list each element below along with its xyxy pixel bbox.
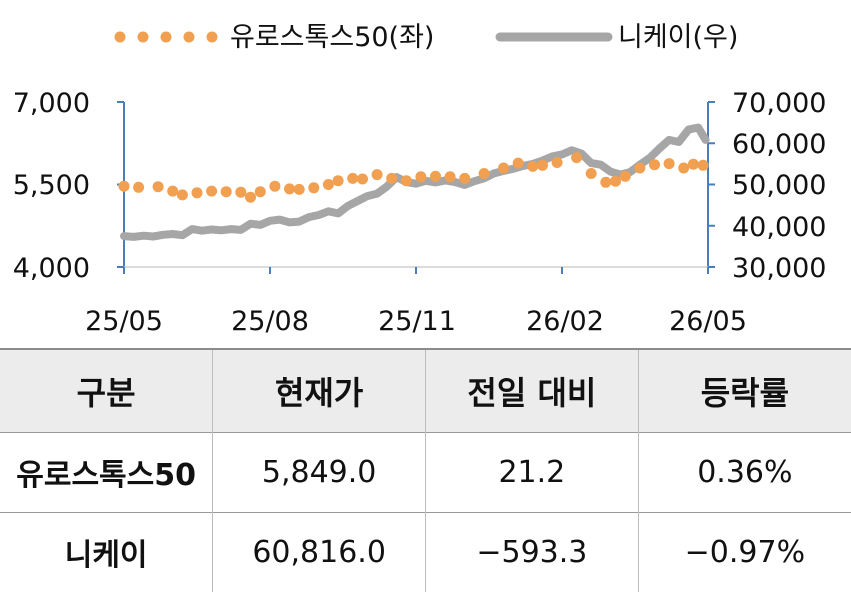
table-row: 유로스톡스50 5,849.0 21.2 0.36% [0, 432, 851, 512]
data-point-eurostoxx [206, 185, 218, 197]
data-point-eurostoxx [678, 162, 690, 174]
data-point-eurostoxx [176, 189, 188, 201]
data-point-eurostoxx [167, 185, 179, 197]
data-point-eurostoxx [415, 171, 427, 183]
row-name: 니케이 [64, 538, 148, 574]
legend-dot [137, 31, 149, 43]
col-header-price: 현재가 [212, 349, 426, 432]
y-left-tick-label: 7,000 [13, 88, 90, 119]
data-point-eurostoxx [254, 186, 266, 198]
plot-area [118, 123, 710, 241]
x-tick-label: 25/05 [85, 306, 163, 337]
row-price: 60,816.0 [212, 512, 426, 592]
legend-dot [206, 31, 218, 43]
col-header-rate: 등락률 [637, 349, 851, 432]
y-right-tick-label: 50,000 [732, 170, 826, 201]
data-point-eurostoxx [687, 158, 699, 170]
x-tick-label: 26/05 [669, 306, 747, 337]
col-header-category: 구분 [76, 373, 136, 412]
row-rate: 0.36% [637, 432, 851, 512]
row-price: 5,849.0 [212, 432, 426, 512]
row-name: 유로스톡스50 [16, 458, 196, 493]
index-chart: 유로스톡스50(좌) 니케이(우) 4,000 5,500 7,000 30,0… [13, 22, 827, 337]
row-change: −593.3 [425, 512, 639, 592]
data-point-eurostoxx [269, 180, 281, 192]
data-point-eurostoxx [537, 159, 548, 171]
data-point-eurostoxx [400, 175, 412, 187]
legend-label-nikkei: 니케이(우) [618, 22, 738, 53]
tick-labels: 4,000 5,500 7,000 30,000 40,000 50,000 6… [13, 88, 827, 337]
legend-marker-eurostoxx [114, 31, 218, 43]
y-right-tick-label: 60,000 [732, 129, 826, 160]
row-rate: −0.97% [637, 512, 851, 592]
data-point-eurostoxx [619, 170, 631, 182]
data-point-eurostoxx [498, 162, 510, 174]
chart-legend: 유로스톡스50(좌) 니케이(우) [114, 22, 738, 53]
chart-axes [117, 101, 715, 274]
data-point-eurostoxx [634, 162, 646, 174]
row-change: 21.2 [425, 432, 639, 512]
data-point-eurostoxx [152, 181, 164, 193]
data-point-eurostoxx [444, 171, 456, 183]
legend-dot [160, 31, 172, 43]
data-point-eurostoxx [571, 152, 583, 164]
data-point-eurostoxx [133, 181, 145, 193]
legend-label-eurostoxx: 유로스톡스50(좌) [230, 22, 434, 53]
data-point-eurostoxx [308, 182, 320, 194]
table-row: 니케이 60,816.0 −593.3 −0.97% [0, 512, 851, 592]
data-point-eurostoxx [293, 183, 305, 195]
data-point-eurostoxx [697, 159, 709, 171]
y-right-tick-label: 70,000 [732, 88, 826, 119]
data-point-eurostoxx [245, 191, 256, 203]
table-header-row: 구분 현재가 전일 대비 등락률 [0, 349, 851, 432]
data-point-eurostoxx [512, 157, 524, 169]
series-line-nikkei [120, 123, 710, 241]
legend-dot [183, 31, 195, 43]
data-point-eurostoxx [610, 175, 621, 187]
data-point-eurostoxx [371, 169, 383, 181]
x-tick-label: 25/11 [378, 306, 456, 337]
data-point-eurostoxx [663, 158, 675, 170]
data-point-eurostoxx [459, 172, 471, 184]
data-point-eurostoxx [191, 187, 203, 199]
legend-dot [114, 31, 126, 43]
data-point-eurostoxx [118, 180, 130, 192]
data-point-eurostoxx [220, 186, 232, 198]
x-tick-label: 26/02 [526, 306, 604, 337]
summary-table: 구분 현재가 전일 대비 등락률 유로스톡스50 5,849.0 21.2 0.… [0, 348, 851, 592]
data-point-eurostoxx [430, 170, 441, 182]
y-right-tick-label: 40,000 [732, 212, 826, 243]
y-left-tick-label: 4,000 [13, 253, 90, 284]
x-tick-label: 25/08 [231, 306, 309, 337]
data-point-eurostoxx [551, 157, 563, 168]
data-point-eurostoxx [585, 168, 597, 179]
data-point-eurostoxx [284, 183, 295, 195]
data-point-eurostoxx [600, 176, 612, 188]
data-point-eurostoxx [347, 172, 359, 184]
data-point-eurostoxx [478, 168, 490, 179]
y-right-tick-label: 30,000 [732, 253, 826, 284]
data-point-eurostoxx [235, 186, 247, 198]
data-point-eurostoxx [527, 160, 539, 172]
data-point-eurostoxx [322, 179, 334, 190]
data-point-eurostoxx [386, 172, 398, 184]
data-point-eurostoxx [357, 173, 368, 185]
y-left-tick-label: 5,500 [13, 170, 90, 201]
data-point-eurostoxx [332, 175, 344, 187]
col-header-change: 전일 대비 [425, 349, 639, 432]
data-point-eurostoxx [649, 159, 660, 171]
